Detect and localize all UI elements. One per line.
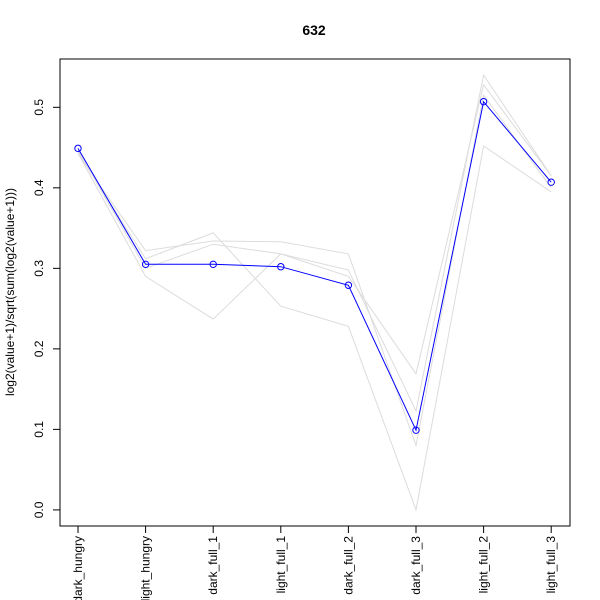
- x-tick-label: light_full_3: [544, 536, 558, 594]
- background-line-4: [77, 93, 552, 448]
- y-axis-label: log2(value+1)/sqrt(sum(log2(value+1))): [3, 188, 17, 396]
- data-point: [344, 281, 353, 289]
- data-point: [141, 260, 150, 269]
- x-axis: dark_hungry light_hungry dark_full_1 light_…: [71, 526, 558, 600]
- background-line-1: [77, 73, 552, 413]
- data-point: [479, 97, 488, 106]
- x-tick-label: dark_hungry: [71, 536, 85, 600]
- data-point: [209, 260, 217, 269]
- x-tick-label: dark_full_2: [341, 536, 355, 595]
- x-tick-label: light_full_2: [477, 536, 491, 594]
- background-lines: [77, 73, 552, 512]
- y-tick-label: 0.3: [32, 260, 46, 277]
- plot-frame: [59, 58, 571, 527]
- y-tick-label: 0.1: [32, 421, 46, 438]
- y-axis: 0.0 0.1 0.2 0.3 0.4 0.5: [32, 99, 60, 518]
- y-tick-label: 0.2: [32, 340, 46, 357]
- main-series: [74, 97, 555, 434]
- background-line-3: [77, 83, 552, 376]
- y-tick-label: 0.0: [32, 501, 46, 518]
- x-tick-label: light_hungry: [139, 536, 153, 600]
- y-tick-label: 0.5: [32, 99, 46, 116]
- x-tick-label: light_full_1: [274, 536, 288, 594]
- series-line: [77, 100, 552, 432]
- data-point: [74, 144, 82, 153]
- chart-title: 632: [302, 22, 326, 38]
- x-tick-label: dark_full_3: [409, 536, 423, 595]
- x-tick-label: dark_full_1: [206, 536, 220, 595]
- background-line-2: [77, 145, 552, 512]
- y-tick-label: 0.4: [32, 179, 46, 196]
- data-point: [412, 426, 420, 434]
- data-point: [547, 178, 555, 186]
- data-point: [277, 263, 285, 271]
